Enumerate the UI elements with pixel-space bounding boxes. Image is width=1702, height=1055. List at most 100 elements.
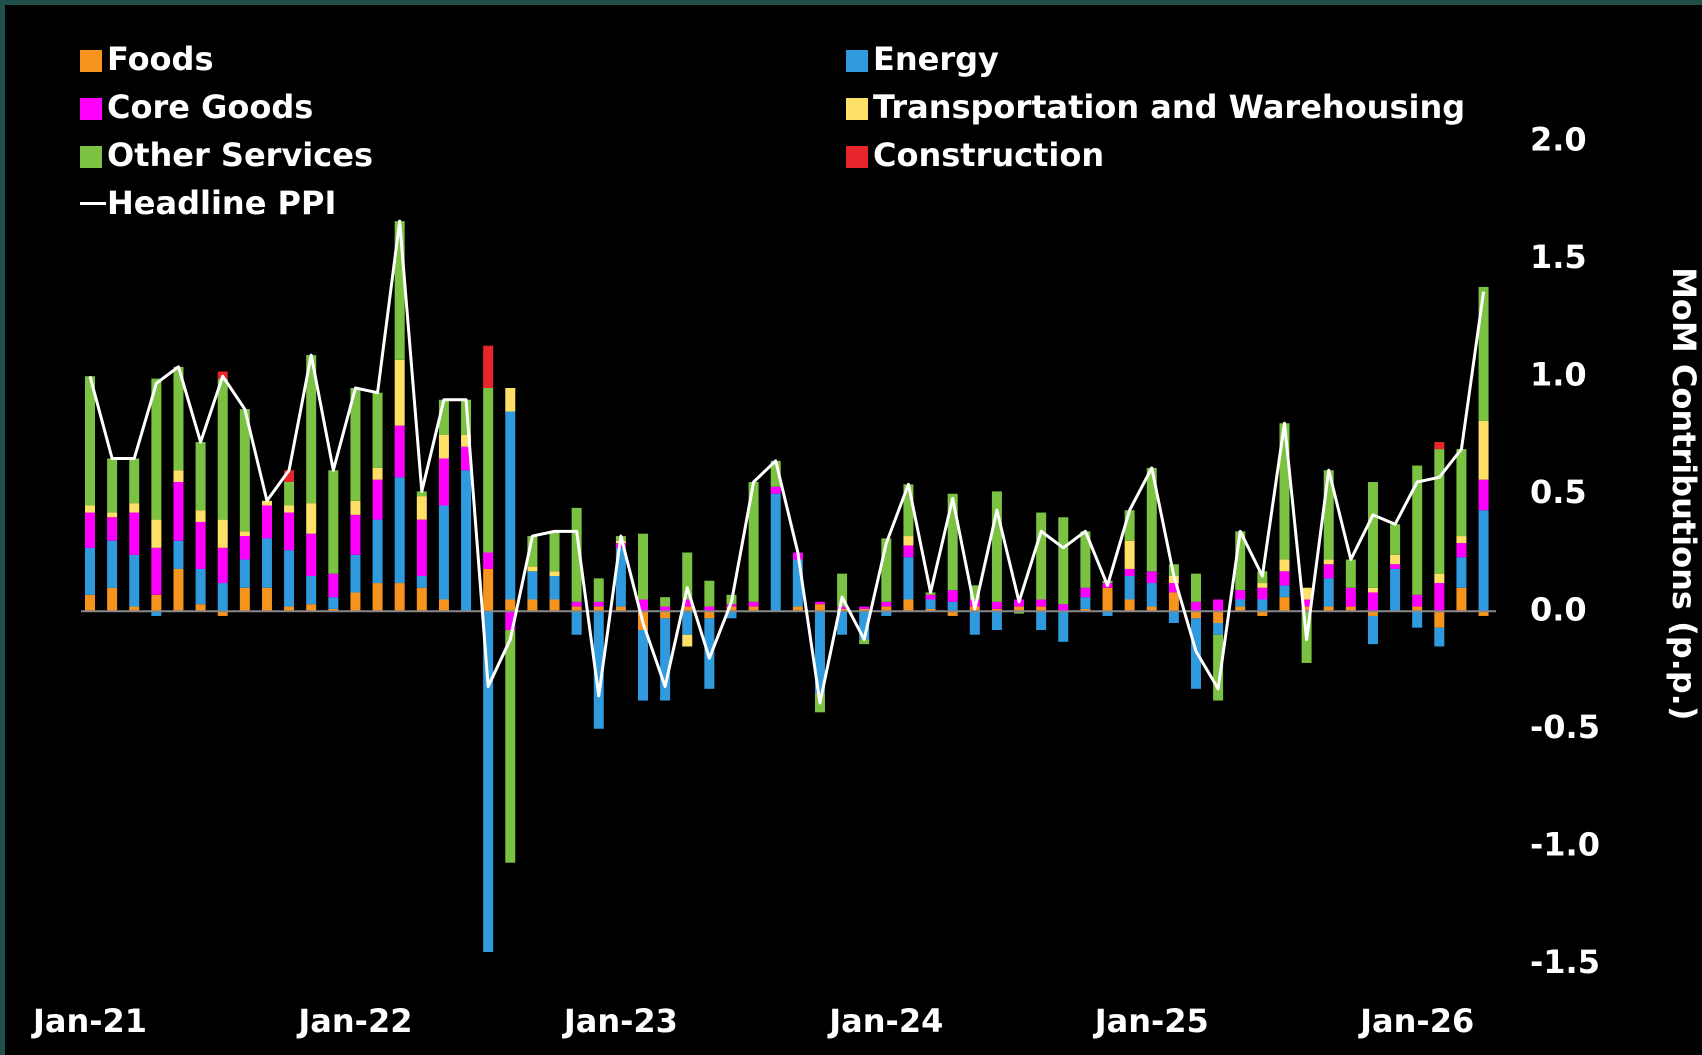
bar-segment xyxy=(195,442,206,511)
bar-segment xyxy=(1080,608,1091,612)
bar-segment xyxy=(1390,554,1401,565)
bar-segment xyxy=(438,599,449,612)
x-tick-label: Jan-25 xyxy=(1093,1002,1209,1040)
bar-segment xyxy=(1213,623,1224,635)
bar-segment xyxy=(1367,482,1378,588)
bar-segment xyxy=(527,599,538,612)
bar-segment xyxy=(173,482,184,541)
bar-segment xyxy=(1412,606,1423,612)
bar-segment xyxy=(1213,599,1224,612)
y-tick-label: 0.5 xyxy=(1530,473,1587,511)
bar-segment xyxy=(239,536,250,560)
bar-segment xyxy=(704,611,715,619)
bar-segment xyxy=(1456,536,1467,544)
bar-segment xyxy=(571,611,582,635)
bar-segment xyxy=(1257,583,1268,588)
bar-segment xyxy=(173,540,184,569)
bar-segment xyxy=(217,611,228,616)
bar-segment xyxy=(1102,611,1113,616)
bar-segment xyxy=(85,547,95,595)
x-tick-label: Jan-24 xyxy=(827,1002,943,1040)
bar-segment xyxy=(1257,599,1268,612)
bar-segment xyxy=(682,606,693,612)
bar-segment xyxy=(593,601,604,607)
bar-segment xyxy=(748,601,759,607)
bar-segment xyxy=(1434,442,1445,450)
bar-segment xyxy=(660,597,671,607)
bar-segment xyxy=(1478,286,1489,421)
bar-segment xyxy=(814,611,825,694)
bar-segment xyxy=(1213,611,1224,623)
bar-segment xyxy=(1080,597,1091,609)
bar-segment xyxy=(438,399,449,435)
bar-segment xyxy=(615,547,626,607)
bar-segment xyxy=(1323,559,1334,565)
bar-segment xyxy=(1456,543,1467,558)
bar-segment xyxy=(748,606,759,612)
bar-segment xyxy=(1146,467,1157,572)
bar-segment xyxy=(1301,587,1312,600)
bar-segment xyxy=(770,486,781,494)
legend-swatch xyxy=(80,50,102,72)
y-tick-label: 2.0 xyxy=(1530,120,1587,158)
bar-segment xyxy=(129,503,140,513)
bar-segment xyxy=(638,533,648,600)
bar-segment xyxy=(1434,611,1445,628)
bar-segment xyxy=(1168,611,1179,623)
bar-segment xyxy=(660,618,671,701)
bar-segment xyxy=(151,611,162,616)
y-tick-label: -1.5 xyxy=(1530,943,1600,981)
bar-segment xyxy=(549,576,560,600)
bar-segment xyxy=(438,505,449,600)
bar-segment xyxy=(438,458,449,506)
bar-segment xyxy=(1367,587,1378,593)
bar-segment xyxy=(1434,627,1445,647)
bar-segment xyxy=(394,477,405,584)
bar-segment xyxy=(903,484,914,537)
bar-segment xyxy=(151,378,162,520)
bar-segment xyxy=(372,392,383,468)
bar-segment xyxy=(991,611,1002,631)
y-tick-label: 0.0 xyxy=(1530,590,1587,628)
headline-line xyxy=(88,219,1486,705)
bar-segment xyxy=(372,479,383,520)
bar-segment xyxy=(483,388,494,553)
bar-segment xyxy=(438,435,449,459)
bar-segment xyxy=(394,221,405,360)
bar-segment xyxy=(284,606,295,612)
bar-segment xyxy=(571,606,582,612)
bar-segment xyxy=(792,559,803,607)
legend-label: Headline PPI xyxy=(107,184,336,222)
bar-segment xyxy=(682,552,693,600)
bar-segment xyxy=(704,606,715,612)
bar-segment xyxy=(1146,571,1157,584)
bar-segment xyxy=(1345,587,1356,607)
legend-swatch xyxy=(80,146,102,168)
bar-segment xyxy=(549,531,560,572)
bar-segment xyxy=(85,594,95,612)
bar-segment xyxy=(284,470,295,482)
bar-segment xyxy=(505,388,516,412)
bar-segment xyxy=(814,601,825,605)
bar-segment xyxy=(1168,592,1179,612)
bar-segment xyxy=(682,634,693,647)
bar-segment xyxy=(1036,606,1047,612)
bar-segment xyxy=(991,601,1002,609)
bar-segment xyxy=(1235,599,1246,607)
bar-segment xyxy=(1014,606,1025,612)
bar-segment xyxy=(593,606,604,612)
bar-segment xyxy=(1235,531,1246,591)
bar-segment xyxy=(129,458,140,504)
x-tick-label: Jan-26 xyxy=(1358,1002,1474,1040)
bar-segment xyxy=(1456,449,1467,537)
bar-segment xyxy=(1191,601,1201,612)
bar-segment xyxy=(372,467,383,480)
bar-segment xyxy=(350,500,361,515)
bar-segment xyxy=(461,470,472,612)
bar-segment xyxy=(1036,512,1047,600)
x-tick-label: Jan-22 xyxy=(296,1002,412,1040)
bar-segment xyxy=(837,573,848,607)
bar-segment xyxy=(881,601,892,607)
bar-segment xyxy=(748,482,759,602)
